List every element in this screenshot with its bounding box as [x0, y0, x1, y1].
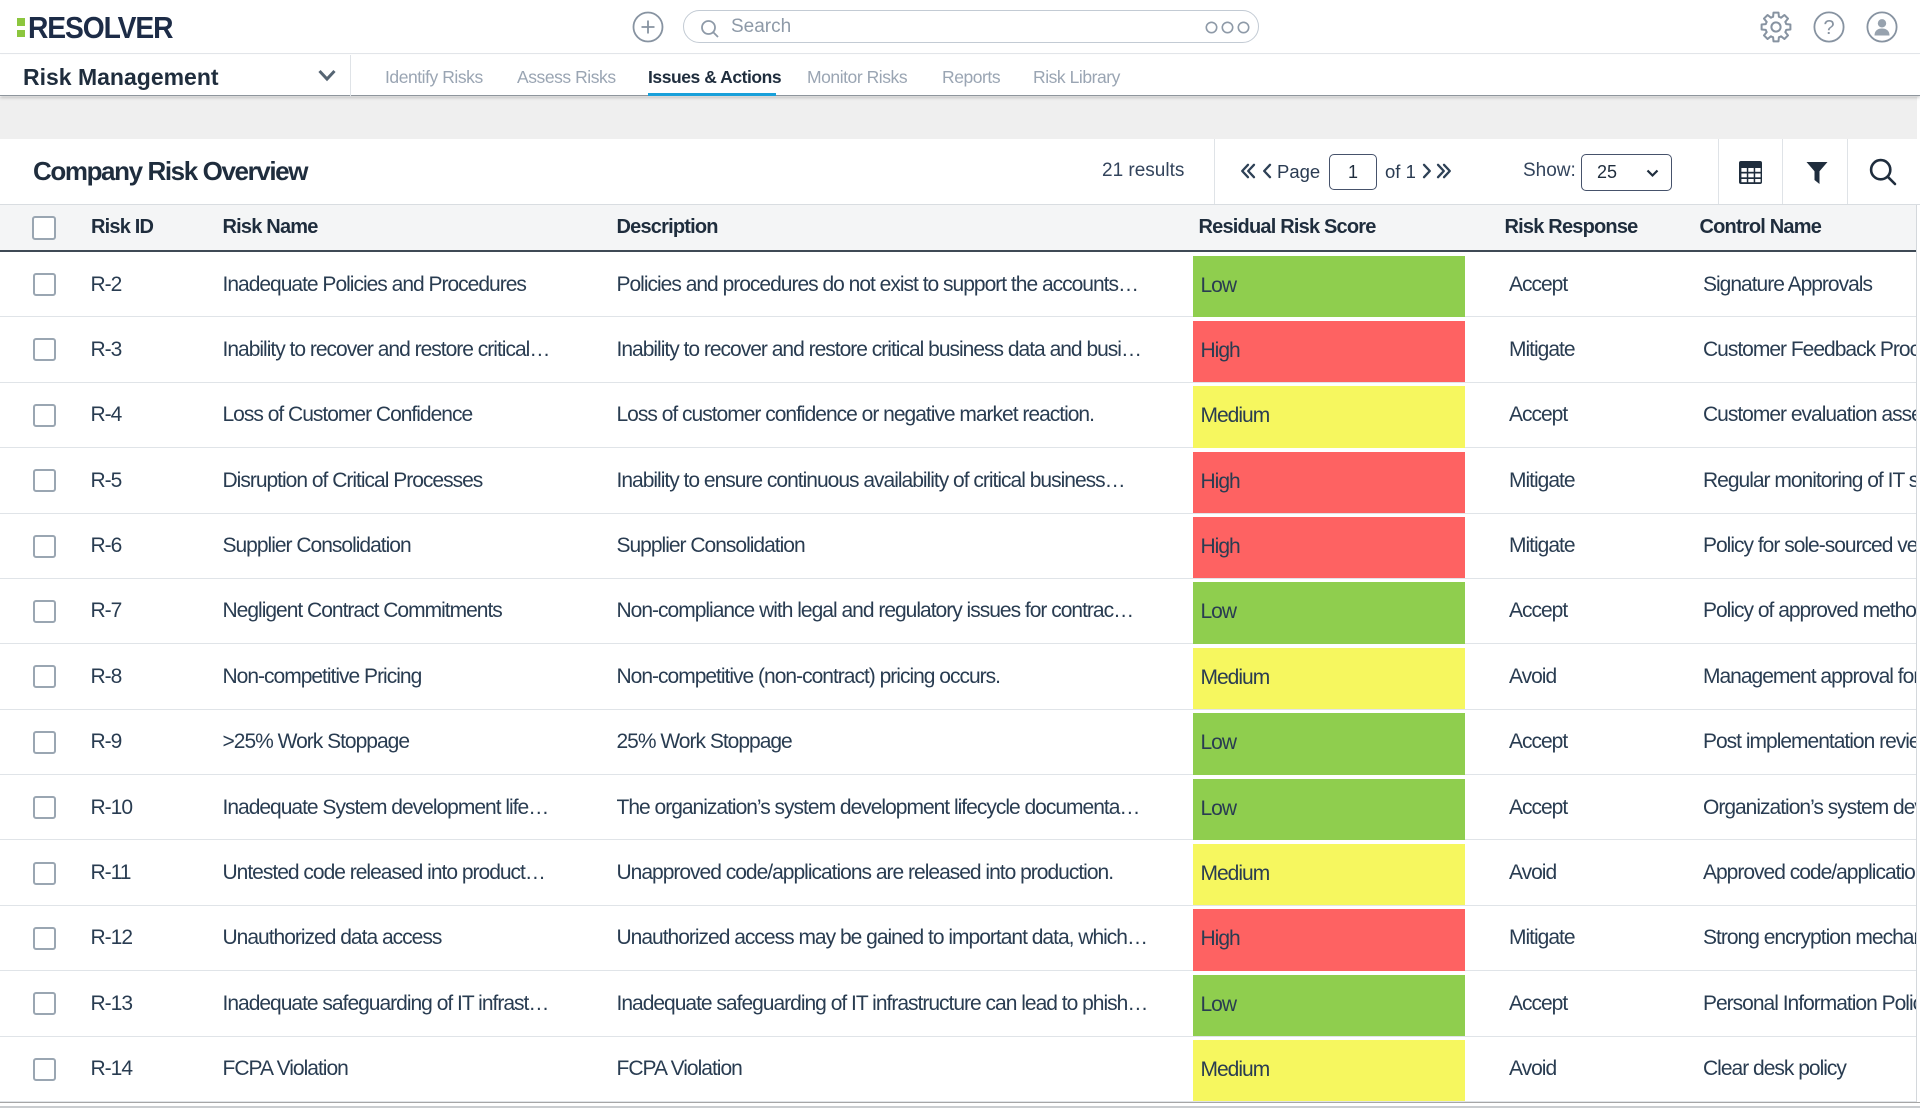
svg-text:?: ?: [1823, 17, 1834, 39]
